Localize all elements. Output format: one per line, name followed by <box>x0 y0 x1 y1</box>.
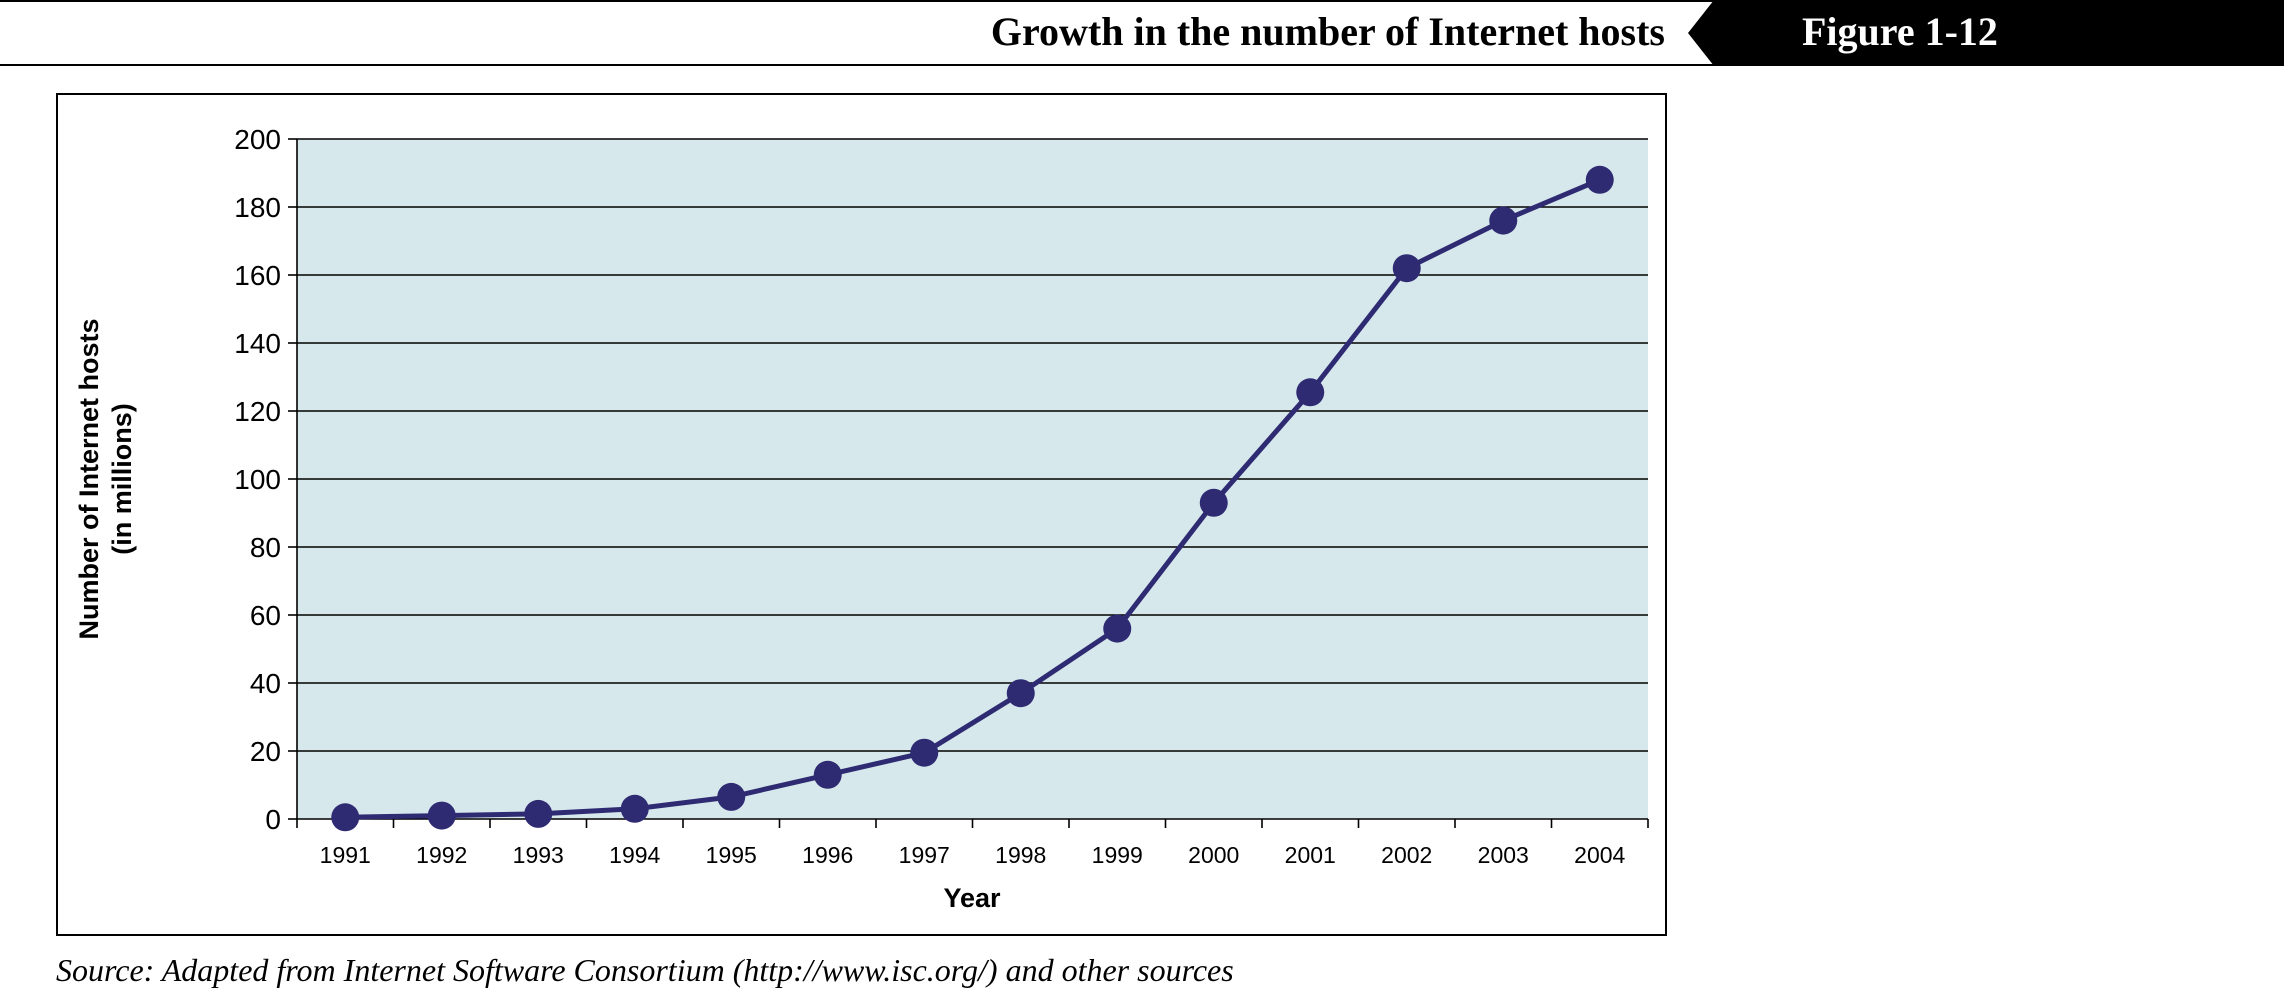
data-point <box>1199 488 1228 517</box>
chart-frame: 0 20 40 60 80 100 120 140 160 180 200 1991 1992 1993… <box>56 93 1667 936</box>
data-markers <box>331 165 1614 832</box>
figure-label: Figure 1-12 <box>1802 9 1998 54</box>
x-tick-label: 2003 <box>1478 842 1529 868</box>
y-tick-label: 140 <box>234 328 281 359</box>
data-point <box>1006 679 1035 708</box>
source-note: Source: Adapted from Internet Software C… <box>56 952 1234 988</box>
line-chart: 0 20 40 60 80 100 120 140 160 180 200 1991 1992 1993… <box>74 124 1649 913</box>
y-tick-label: 60 <box>250 600 281 631</box>
x-tick-labels: 1991 1992 1993 1994 1995 1996 1997 1998 1999 2000… <box>320 842 1626 868</box>
x-tick-label: 1992 <box>416 842 467 868</box>
x-tick-label: 1999 <box>1092 842 1143 868</box>
x-tick-label: 1994 <box>609 842 660 868</box>
data-point <box>910 738 939 767</box>
y-tick-label: 80 <box>250 532 281 563</box>
data-point <box>427 801 456 830</box>
y-tick-label: 160 <box>234 260 281 291</box>
data-point <box>1489 206 1518 235</box>
data-point <box>717 782 746 811</box>
data-point <box>1103 614 1132 643</box>
header-rule <box>0 64 2284 66</box>
header-title: Growth in the number of Internet hosts <box>990 9 1665 54</box>
gridlines <box>297 138 1648 752</box>
y-tick-label: 100 <box>234 464 281 495</box>
y-tick-label: 200 <box>234 124 281 155</box>
x-tick-label: 1998 <box>995 842 1046 868</box>
y-tick-label: 20 <box>250 736 281 767</box>
x-tick-label: 1995 <box>706 842 757 868</box>
x-tick-label: 1991 <box>320 842 371 868</box>
y-tick-labels: 0 20 40 60 80 100 120 140 160 180 200 <box>234 124 281 835</box>
data-point <box>524 799 553 828</box>
data-point <box>331 803 360 832</box>
axes <box>288 138 1649 828</box>
x-tick-label: 1996 <box>802 842 853 868</box>
series-line <box>345 177 1601 820</box>
data-point <box>620 794 649 823</box>
x-tick-label: 2002 <box>1381 842 1432 868</box>
x-axis-label: Year <box>943 883 1001 913</box>
y-tick-label: 180 <box>234 192 281 223</box>
x-tick-label: 1997 <box>899 842 950 868</box>
x-tick-label: 2004 <box>1574 842 1625 868</box>
data-point <box>1296 378 1325 407</box>
x-tick-label: 2000 <box>1188 842 1239 868</box>
y-tick-label: 40 <box>250 668 281 699</box>
y-tick-label: 120 <box>234 396 281 427</box>
y-axis-label: Number of Internet hosts <box>74 318 104 639</box>
top-rule <box>0 0 2284 2</box>
data-point <box>813 760 842 789</box>
x-tick-label: 1993 <box>513 842 564 868</box>
figure-tab <box>1688 0 2284 66</box>
y-axis-label-units: (in millions) <box>107 403 137 555</box>
data-point <box>1392 254 1421 283</box>
x-tick-label: 2001 <box>1285 842 1336 868</box>
y-tick-label: 0 <box>265 804 281 835</box>
data-point <box>1585 165 1614 194</box>
